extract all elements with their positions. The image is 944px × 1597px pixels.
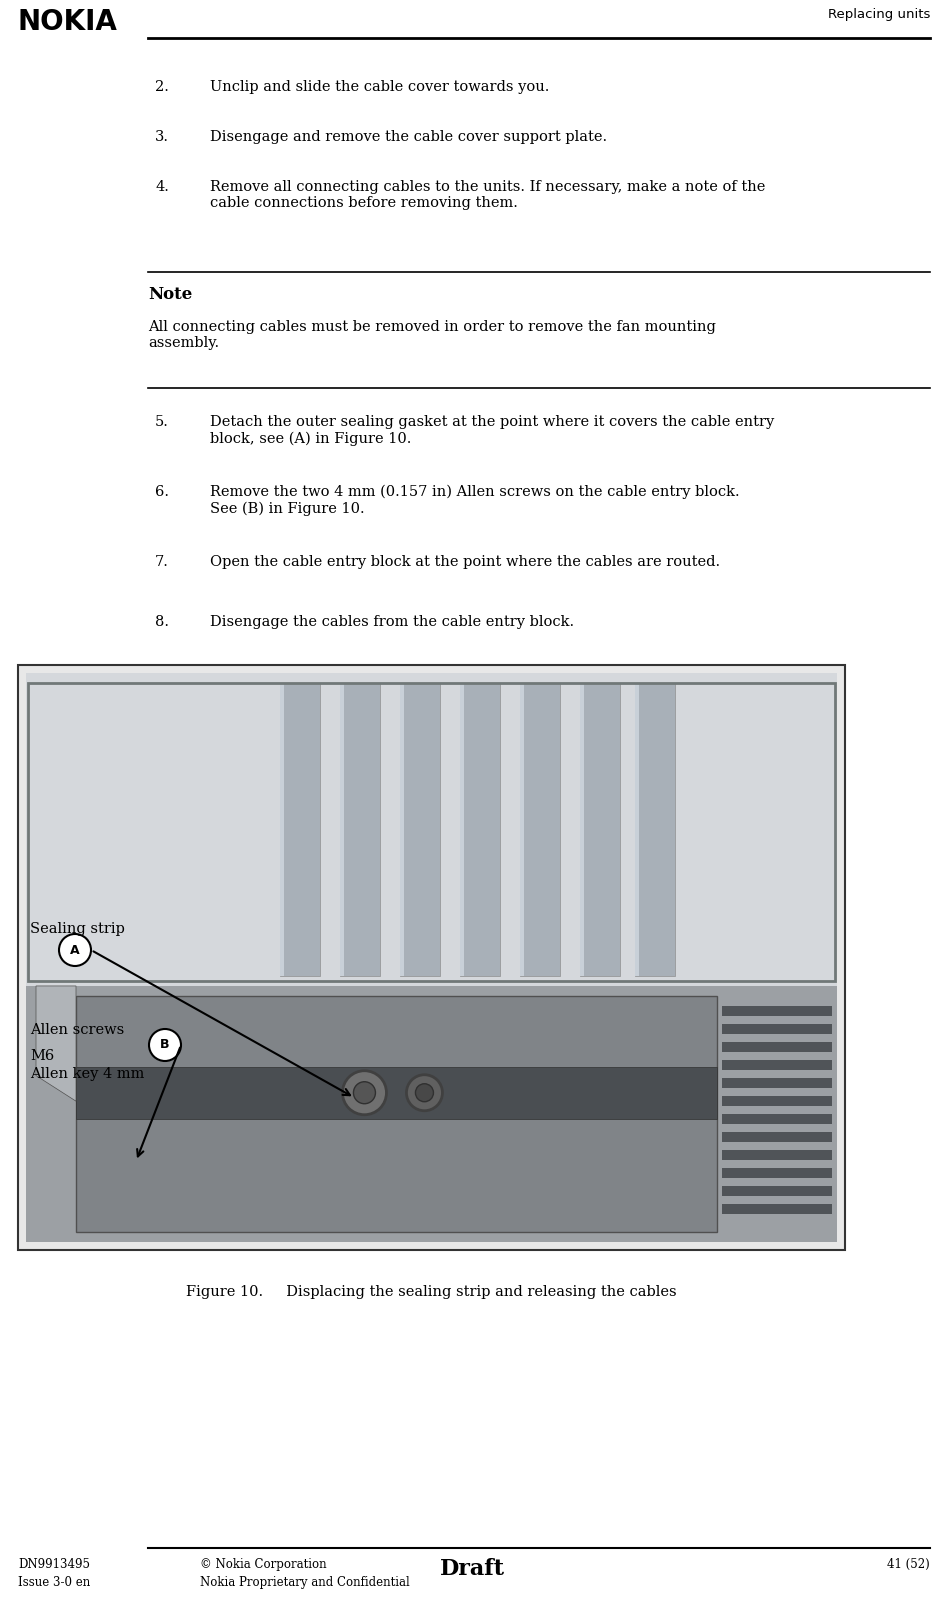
FancyBboxPatch shape (722, 1006, 832, 1016)
Text: Detach the outer sealing gasket at the point where it covers the cable entry
blo: Detach the outer sealing gasket at the p… (210, 415, 774, 446)
Text: Draft: Draft (440, 1559, 504, 1579)
Text: Figure 10.     Displacing the sealing strip and releasing the cables: Figure 10. Displacing the sealing strip … (186, 1286, 677, 1298)
Text: Nokia Proprietary and Confidential: Nokia Proprietary and Confidential (200, 1576, 410, 1589)
FancyBboxPatch shape (722, 1041, 832, 1052)
FancyBboxPatch shape (722, 1187, 832, 1196)
FancyBboxPatch shape (722, 1060, 832, 1070)
Text: 8.: 8. (155, 615, 169, 629)
Text: 41 (52): 41 (52) (887, 1559, 930, 1571)
FancyBboxPatch shape (722, 1024, 832, 1033)
FancyBboxPatch shape (400, 684, 440, 976)
Text: NOKIA: NOKIA (18, 8, 118, 37)
FancyBboxPatch shape (26, 672, 837, 985)
Text: All connecting cables must be removed in order to remove the fan mounting
assemb: All connecting cables must be removed in… (148, 319, 716, 350)
FancyBboxPatch shape (18, 664, 845, 1250)
Circle shape (343, 1070, 386, 1115)
Text: 3.: 3. (155, 129, 169, 144)
Text: Issue 3-0 en: Issue 3-0 en (18, 1576, 91, 1589)
Circle shape (407, 1075, 443, 1112)
FancyBboxPatch shape (520, 684, 524, 976)
FancyBboxPatch shape (722, 1167, 832, 1179)
Circle shape (353, 1081, 376, 1104)
Text: 2.: 2. (155, 80, 169, 94)
FancyBboxPatch shape (635, 684, 639, 976)
Text: Replacing units: Replacing units (828, 8, 930, 21)
Text: Unclip and slide the cable cover towards you.: Unclip and slide the cable cover towards… (210, 80, 549, 94)
FancyBboxPatch shape (520, 684, 560, 976)
Text: Allen screws: Allen screws (30, 1024, 125, 1036)
FancyBboxPatch shape (460, 684, 464, 976)
FancyBboxPatch shape (400, 684, 404, 976)
FancyBboxPatch shape (280, 684, 284, 976)
Text: Disengage the cables from the cable entry block.: Disengage the cables from the cable entr… (210, 615, 574, 629)
Text: Sealing strip: Sealing strip (30, 921, 125, 936)
FancyBboxPatch shape (722, 1132, 832, 1142)
FancyBboxPatch shape (580, 684, 584, 976)
FancyBboxPatch shape (26, 672, 837, 1242)
Text: 6.: 6. (155, 485, 169, 498)
Text: 4.: 4. (155, 180, 169, 193)
Text: Allen key 4 mm: Allen key 4 mm (30, 1067, 144, 1081)
Text: Remove the two 4 mm (0.157 in) Allen screws on the cable entry block.
See (B) in: Remove the two 4 mm (0.157 in) Allen scr… (210, 485, 740, 516)
FancyBboxPatch shape (460, 684, 500, 976)
FancyBboxPatch shape (340, 684, 380, 976)
FancyBboxPatch shape (580, 684, 620, 976)
FancyBboxPatch shape (340, 684, 344, 976)
Text: Note: Note (148, 286, 193, 303)
FancyBboxPatch shape (76, 997, 717, 1231)
FancyBboxPatch shape (76, 1067, 717, 1118)
FancyBboxPatch shape (722, 1115, 832, 1124)
FancyBboxPatch shape (722, 1096, 832, 1105)
Text: DN9913495: DN9913495 (18, 1559, 90, 1571)
Circle shape (59, 934, 91, 966)
Text: 7.: 7. (155, 556, 169, 569)
FancyBboxPatch shape (722, 1204, 832, 1214)
FancyBboxPatch shape (635, 684, 675, 976)
Text: Disengage and remove the cable cover support plate.: Disengage and remove the cable cover sup… (210, 129, 607, 144)
Text: © Nokia Corporation: © Nokia Corporation (200, 1559, 327, 1571)
Text: B: B (160, 1038, 170, 1051)
Text: Open the cable entry block at the point where the cables are routed.: Open the cable entry block at the point … (210, 556, 720, 569)
Polygon shape (36, 985, 76, 1102)
Circle shape (149, 1028, 181, 1060)
Text: Remove all connecting cables to the units. If necessary, make a note of the
cabl: Remove all connecting cables to the unit… (210, 180, 766, 211)
FancyBboxPatch shape (722, 1150, 832, 1159)
Text: M6: M6 (30, 1049, 54, 1064)
FancyBboxPatch shape (280, 684, 320, 976)
Text: 5.: 5. (155, 415, 169, 430)
Circle shape (415, 1084, 433, 1102)
FancyBboxPatch shape (26, 985, 837, 1242)
FancyBboxPatch shape (722, 1078, 832, 1088)
Text: A: A (70, 944, 80, 957)
